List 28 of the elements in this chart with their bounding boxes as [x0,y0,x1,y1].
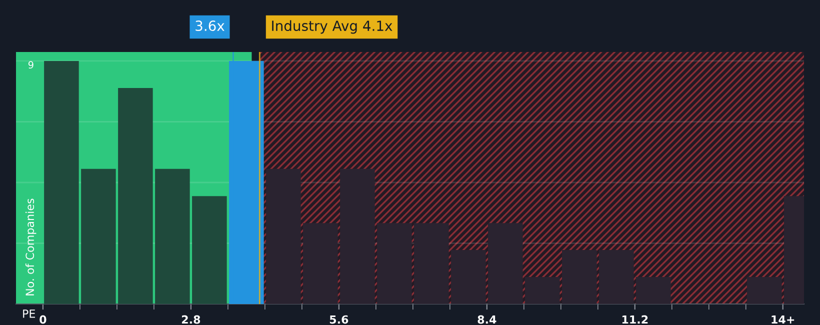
bar [598,250,634,304]
bar [525,277,560,304]
x-axis-title: PE [23,310,36,318]
y-axis-title: No. of Companies [25,198,36,296]
bar [488,223,523,304]
ref-line-label: 3.6x [196,20,224,32]
bar [81,168,116,304]
bar [340,168,375,304]
bar [118,88,153,304]
bar [451,250,486,304]
bar [562,250,597,304]
x-tick-label: 5.6 [330,315,348,324]
bar [44,60,79,304]
ref-line-label: Industry Avg 4.1x [272,20,392,34]
bar [266,168,301,304]
bar [303,223,338,304]
x-tick-label: 8.4 [478,315,496,324]
bar [155,168,190,304]
x-tick-label: 14+ [772,315,794,324]
x-tick-label: 2.8 [182,315,200,324]
bar [377,223,412,304]
annotation: 9 [28,61,34,69]
bar [192,196,227,304]
x-tick-label: 11.2 [622,315,648,324]
x-tick-label: 0 [40,315,46,324]
bar [746,277,782,304]
bar [414,223,449,304]
bar [636,277,671,304]
